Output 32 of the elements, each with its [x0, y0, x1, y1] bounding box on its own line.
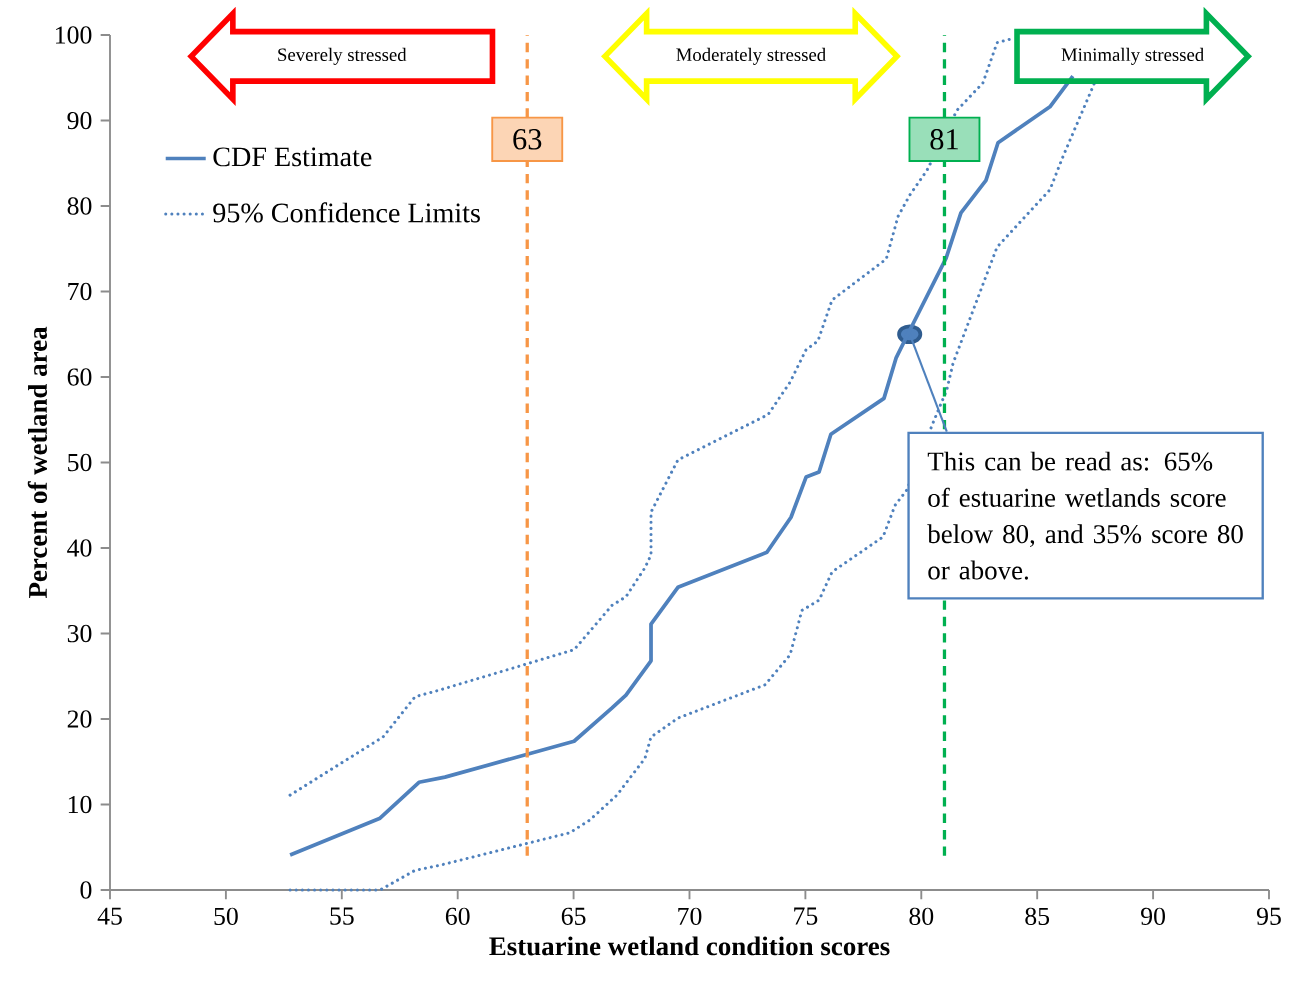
legend-label: CDF Estimate: [213, 147, 372, 167]
y-axis-title: Percent of wetland area: [27, 326, 48, 599]
annotation: Moderately stressed: [676, 47, 826, 65]
x-tick-label: 60: [445, 907, 470, 926]
y-tick-label: 90: [67, 111, 92, 130]
annotation: Minimally stressed: [1061, 47, 1204, 65]
x-tick-label: 45: [97, 907, 122, 925]
y-tick-label: 50: [68, 453, 92, 472]
y-tick-label: 40: [67, 539, 92, 557]
y-tick-label: 20: [67, 710, 92, 728]
y-tick-label: 30: [67, 624, 92, 643]
ref-line-label: 63: [513, 129, 542, 150]
ref-line-label: 81: [930, 129, 958, 150]
x-tick-label: 75: [794, 907, 818, 925]
y-tick-label: 60: [67, 368, 92, 386]
x-tick-label: 90: [1141, 907, 1165, 926]
x-tick-label: 95: [1256, 907, 1281, 925]
y-tick-label: 70: [68, 282, 92, 301]
y-tick-label: 10: [68, 795, 92, 814]
x-tick-label: 65: [561, 907, 586, 925]
y-tick-label: 80: [67, 197, 92, 215]
y-tick-label: 100: [56, 26, 92, 44]
legend-label: 95% Confidence Limits: [213, 202, 480, 223]
x-tick-label: 85: [1025, 907, 1050, 926]
annotation: This can be read as: 65% of estuarine wetlands score below 80, and 35% score 80 or above.: [927, 451, 1243, 580]
x-tick-label: 50: [214, 907, 238, 926]
x-axis-title: Estuarine wetland condition scores: [489, 936, 890, 956]
y-tick-label: 0: [80, 881, 92, 899]
x-tick-label: 70: [678, 907, 702, 926]
x-tick-label: 80: [909, 907, 934, 926]
x-tick-label: 55: [330, 907, 354, 925]
annotation: Severely stressed: [278, 47, 407, 65]
